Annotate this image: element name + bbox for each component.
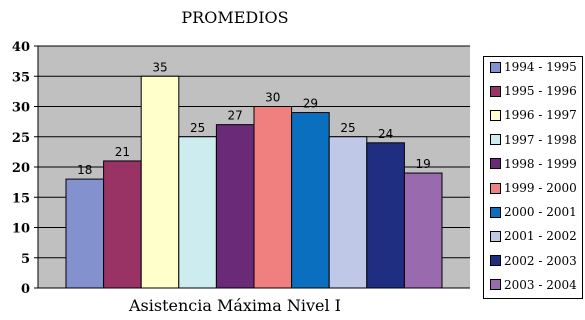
legend-swatch — [490, 255, 501, 267]
bar — [291, 112, 330, 289]
y-tick-label: 10 — [12, 222, 30, 237]
legend-label: 1995 - 1996 — [504, 84, 577, 99]
data-label: 27 — [228, 109, 243, 123]
legend-item: 1999 - 2000 — [490, 181, 577, 195]
y-tick-label: 0 — [21, 282, 30, 296]
y-tick-label: 30 — [12, 101, 30, 116]
legend-swatch — [490, 206, 501, 218]
legend-label: 1996 - 1997 — [504, 108, 577, 123]
data-label: 18 — [77, 163, 92, 177]
legend-label: 2000 - 2001 — [504, 205, 577, 220]
data-label: 30 — [265, 91, 280, 105]
legend-label: 1998 - 1999 — [504, 156, 577, 171]
bar — [178, 136, 217, 289]
y-tick-label: 20 — [12, 161, 30, 176]
y-tick-label: 40 — [12, 40, 30, 55]
legend-item: 1994 - 1995 — [490, 60, 577, 74]
legend-item: 2000 - 2001 — [490, 205, 577, 219]
legend-swatch — [490, 134, 501, 146]
chart-title: PROMEDIOS — [181, 8, 289, 27]
legend-item: 1997 - 1998 — [490, 133, 577, 147]
legend-label: 1997 - 1998 — [504, 132, 577, 147]
data-label: 19 — [416, 157, 431, 171]
bar — [328, 136, 368, 289]
bar — [140, 75, 180, 289]
legend-label: 2001 - 2002 — [504, 229, 577, 244]
y-tick-label: 25 — [12, 131, 30, 146]
bar — [253, 106, 293, 289]
legend-swatch — [490, 182, 501, 194]
bar-chart: 0 5 10 15 20 25 30 35 40 18 21 35 25 27 30 29 25 24 19 — [12, 40, 470, 296]
legend-swatch — [490, 85, 501, 97]
legend-swatch — [490, 158, 501, 170]
data-label: 24 — [378, 127, 393, 141]
data-label: 25 — [190, 121, 205, 135]
x-axis-label: Asistencia Máxima Nivel I — [128, 296, 341, 315]
bar — [65, 178, 105, 289]
legend-label: 1994 - 1995 — [504, 60, 577, 74]
legend-label: 1999 - 2000 — [504, 181, 577, 195]
bar — [403, 172, 443, 289]
legend-item: 2003 - 2004 — [490, 278, 577, 292]
legend-swatch — [490, 279, 501, 291]
y-tick-label: 15 — [12, 191, 30, 206]
legend-swatch — [490, 230, 501, 242]
legend-item: 1996 - 1997 — [490, 108, 577, 122]
data-label: 29 — [303, 97, 318, 111]
legend-label: 2003 - 2004 — [504, 277, 577, 292]
data-label: 21 — [115, 145, 130, 159]
legend-swatch — [490, 61, 501, 73]
legend-item: 1998 - 1999 — [490, 157, 577, 171]
chart-legend: 1994 - 1995 1995 - 1996 1996 - 1997 1997 - … — [483, 56, 583, 299]
legend-item: 2001 - 2002 — [490, 229, 577, 243]
bar — [215, 124, 255, 289]
bar — [103, 160, 142, 289]
y-tick-label: 35 — [12, 70, 30, 85]
y-tick-label: 5 — [21, 252, 30, 267]
data-label: 25 — [340, 121, 355, 135]
legend-item: 1995 - 1996 — [490, 84, 577, 98]
legend-label: 2002 - 2003 — [504, 253, 577, 268]
legend-swatch — [490, 109, 501, 121]
data-label: 35 — [152, 60, 167, 74]
bar — [366, 142, 405, 289]
legend-item: 2002 - 2003 — [490, 254, 577, 268]
